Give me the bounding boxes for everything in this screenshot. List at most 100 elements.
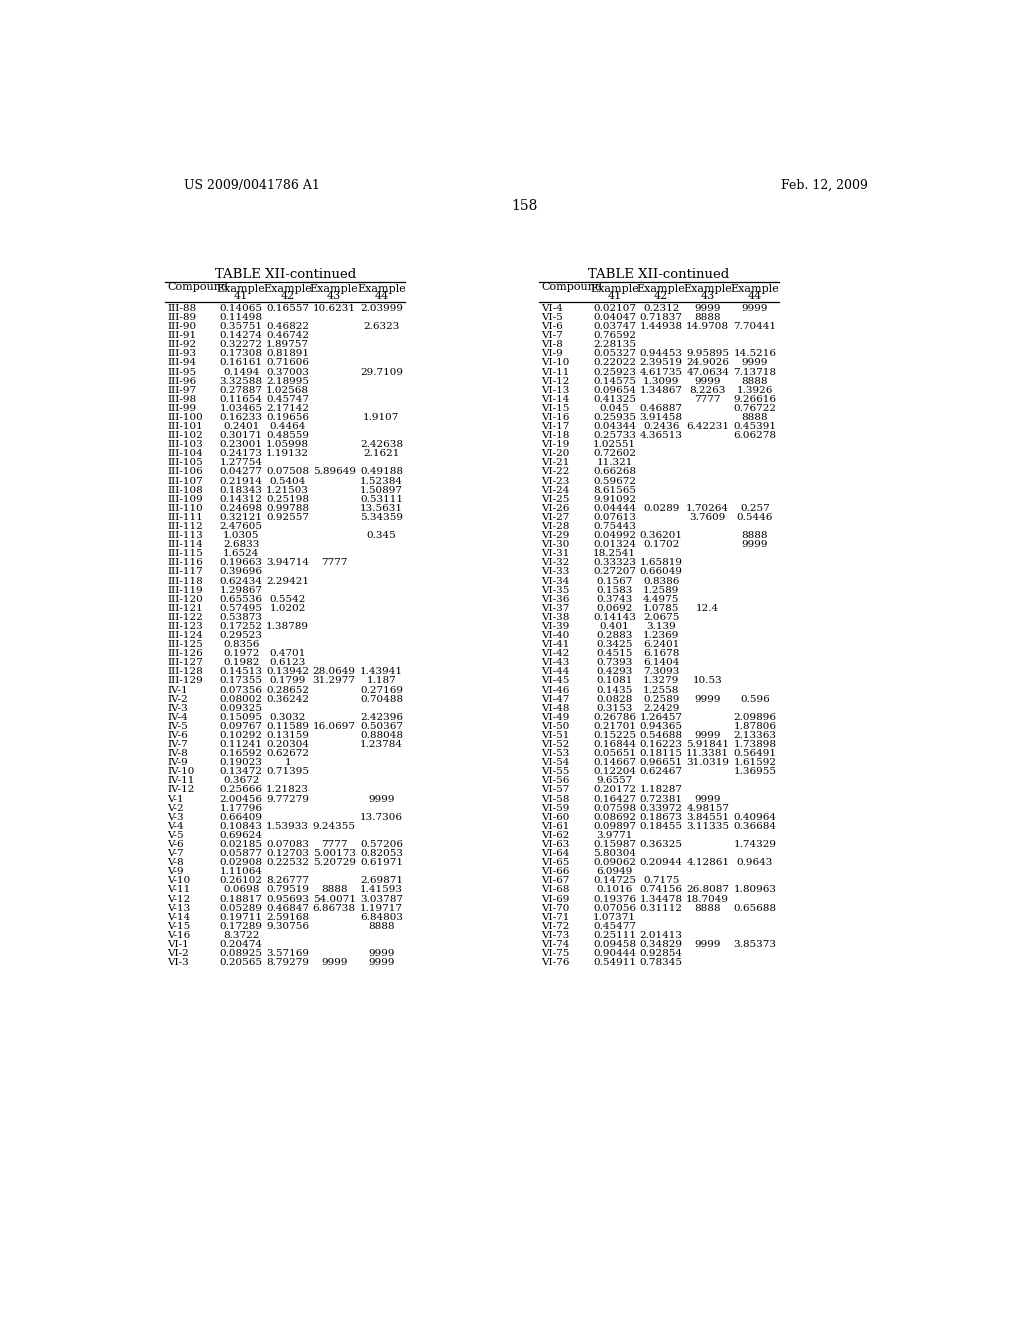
Text: 2.6323: 2.6323 <box>364 322 399 331</box>
Text: 1.65819: 1.65819 <box>640 558 683 568</box>
Text: 9999: 9999 <box>694 376 721 385</box>
Text: 0.16223: 0.16223 <box>640 741 683 748</box>
Text: Example: Example <box>730 284 779 294</box>
Text: 0.3425: 0.3425 <box>597 640 633 649</box>
Text: 6.86738: 6.86738 <box>312 904 355 912</box>
Text: 16.0697: 16.0697 <box>312 722 355 731</box>
Text: VI-59: VI-59 <box>541 804 569 813</box>
Text: V-2: V-2 <box>168 804 184 813</box>
Text: 1.19132: 1.19132 <box>266 449 309 458</box>
Text: 43: 43 <box>327 292 341 301</box>
Text: VI-51: VI-51 <box>541 731 569 741</box>
Text: III-114: III-114 <box>168 540 204 549</box>
Text: 0.32121: 0.32121 <box>220 513 262 521</box>
Text: 0.05651: 0.05651 <box>593 750 636 758</box>
Text: 1.61592: 1.61592 <box>733 758 776 767</box>
Text: 9.6557: 9.6557 <box>597 776 633 785</box>
Text: 0.5404: 0.5404 <box>269 477 306 486</box>
Text: 1.0785: 1.0785 <box>643 603 679 612</box>
Text: 13.7306: 13.7306 <box>359 813 402 822</box>
Text: 0.3743: 0.3743 <box>597 595 633 603</box>
Text: 9.24355: 9.24355 <box>312 822 355 830</box>
Text: 1.70264: 1.70264 <box>686 504 729 513</box>
Text: 6.2401: 6.2401 <box>643 640 679 649</box>
Text: 0.10843: 0.10843 <box>220 822 262 830</box>
Text: VI-64: VI-64 <box>541 849 569 858</box>
Text: 0.94453: 0.94453 <box>640 350 683 358</box>
Text: VI-66: VI-66 <box>541 867 569 876</box>
Text: 0.92557: 0.92557 <box>266 513 309 521</box>
Text: III-89: III-89 <box>168 313 197 322</box>
Text: V-6: V-6 <box>168 840 184 849</box>
Text: 3.9771: 3.9771 <box>597 830 633 840</box>
Text: Example: Example <box>263 284 312 294</box>
Text: III-117: III-117 <box>168 568 204 577</box>
Text: 0.04444: 0.04444 <box>593 504 636 513</box>
Text: 0.3153: 0.3153 <box>597 704 633 713</box>
Text: VI-22: VI-22 <box>541 467 569 477</box>
Text: VI-2: VI-2 <box>168 949 189 958</box>
Text: 0.1016: 0.1016 <box>597 886 633 895</box>
Text: 0.62434: 0.62434 <box>220 577 262 586</box>
Text: 4.4975: 4.4975 <box>643 595 679 603</box>
Text: V-5: V-5 <box>168 830 184 840</box>
Text: 0.0828: 0.0828 <box>597 694 633 704</box>
Text: 0.53873: 0.53873 <box>220 612 262 622</box>
Text: 0.15987: 0.15987 <box>593 840 636 849</box>
Text: 5.91841: 5.91841 <box>686 741 729 748</box>
Text: 43: 43 <box>700 292 715 301</box>
Text: VI-30: VI-30 <box>541 540 569 549</box>
Text: IV-10: IV-10 <box>168 767 195 776</box>
Text: VI-63: VI-63 <box>541 840 569 849</box>
Text: 0.74156: 0.74156 <box>640 886 683 895</box>
Text: 31.2977: 31.2977 <box>312 676 355 685</box>
Text: 0.1567: 0.1567 <box>597 577 633 586</box>
Text: 6.06278: 6.06278 <box>733 432 776 440</box>
Text: 0.14667: 0.14667 <box>593 758 636 767</box>
Text: 11.321: 11.321 <box>597 458 633 467</box>
Text: 0.1982: 0.1982 <box>223 659 259 668</box>
Text: 0.24173: 0.24173 <box>220 449 262 458</box>
Text: III-107: III-107 <box>168 477 204 486</box>
Text: 0.27887: 0.27887 <box>220 385 262 395</box>
Text: VI-55: VI-55 <box>541 767 569 776</box>
Text: III-90: III-90 <box>168 322 197 331</box>
Text: V-8: V-8 <box>168 858 184 867</box>
Text: 0.75443: 0.75443 <box>593 521 636 531</box>
Text: VI-40: VI-40 <box>541 631 569 640</box>
Text: 8.2263: 8.2263 <box>689 385 726 395</box>
Text: 0.16844: 0.16844 <box>593 741 636 748</box>
Text: VI-9: VI-9 <box>541 350 563 358</box>
Text: Compound: Compound <box>541 281 602 292</box>
Text: 0.65536: 0.65536 <box>220 595 262 603</box>
Text: 6.1678: 6.1678 <box>643 649 679 659</box>
Text: 9.26616: 9.26616 <box>733 395 776 404</box>
Text: III-104: III-104 <box>168 449 204 458</box>
Text: VI-7: VI-7 <box>541 331 563 341</box>
Text: 0.2436: 0.2436 <box>643 422 679 432</box>
Text: 0.12204: 0.12204 <box>593 767 636 776</box>
Text: 2.69871: 2.69871 <box>359 876 402 886</box>
Text: 9999: 9999 <box>369 949 394 958</box>
Text: VI-57: VI-57 <box>541 785 569 795</box>
Text: 1.02568: 1.02568 <box>266 385 309 395</box>
Text: VI-56: VI-56 <box>541 776 569 785</box>
Text: 0.17252: 0.17252 <box>220 622 262 631</box>
Text: 2.1621: 2.1621 <box>364 449 399 458</box>
Text: 0.9643: 0.9643 <box>737 858 773 867</box>
Text: 1: 1 <box>285 758 291 767</box>
Text: III-119: III-119 <box>168 586 204 594</box>
Text: 1.36955: 1.36955 <box>733 767 776 776</box>
Text: 0.88048: 0.88048 <box>359 731 402 741</box>
Text: 11.3381: 11.3381 <box>686 750 729 758</box>
Text: 0.18343: 0.18343 <box>220 486 262 495</box>
Text: 5.80304: 5.80304 <box>593 849 636 858</box>
Text: 0.99788: 0.99788 <box>266 504 309 513</box>
Text: 0.19711: 0.19711 <box>220 912 262 921</box>
Text: III-113: III-113 <box>168 531 204 540</box>
Text: III-96: III-96 <box>168 376 197 385</box>
Text: 9999: 9999 <box>694 694 721 704</box>
Text: 0.96651: 0.96651 <box>640 758 683 767</box>
Text: 3.139: 3.139 <box>646 622 676 631</box>
Text: 1.73898: 1.73898 <box>733 741 776 748</box>
